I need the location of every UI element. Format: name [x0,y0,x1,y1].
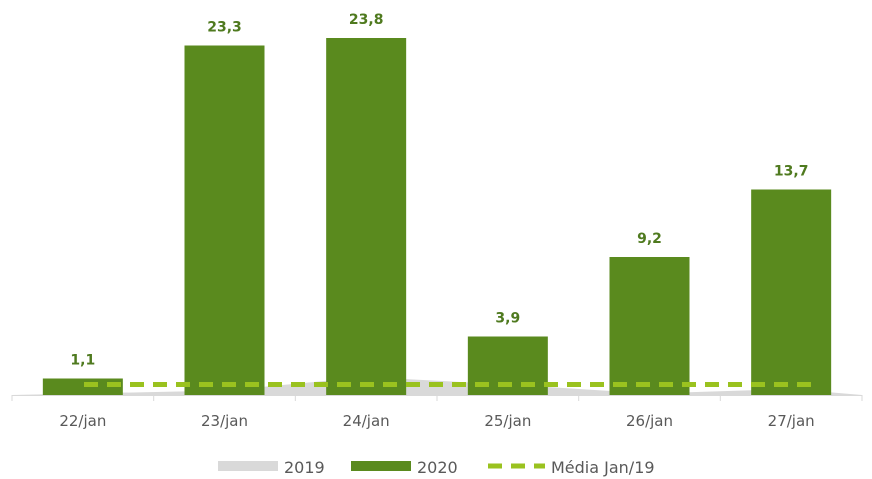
tick-label-26-jan: 26/jan [626,412,673,430]
data-label-22-jan: 1,1 [70,353,95,369]
legend-swatch-2020 [351,461,411,471]
tick-label-24-jan: 24/jan [343,412,390,430]
data-label-26-jan: 9,2 [637,231,662,247]
x-axis-ticks: 22/jan 23/jan 24/jan 25/jan 26/jan 27/jan [11,395,863,430]
legend-label-2020: 2020 [417,458,458,477]
legend-label-2019: 2019 [284,458,325,477]
bar-2020-27-jan [751,189,832,395]
legend-label-media: Média Jan/19 [551,458,655,477]
data-label-24-jan: 23,8 [349,12,384,28]
data-labels: 1,1 23,3 23,8 3,9 9,2 13,7 [70,12,808,369]
legend: 2019 2020 Média Jan/19 [218,458,655,477]
bar-2020-24-jan [326,38,407,395]
bar-2020-22-jan [42,378,123,395]
tick-label-25-jan: 25/jan [484,412,531,430]
data-label-23-jan: 23,3 [207,20,242,36]
data-label-27-jan: 13,7 [774,164,809,180]
bar-2020-26-jan [609,257,690,395]
data-label-25-jan: 3,9 [495,311,520,327]
series-2020-bar-layer [42,38,832,395]
legend-swatch-2019 [218,461,278,471]
tick-label-22-jan: 22/jan [59,412,106,430]
bar-2020-23-jan [184,45,265,395]
tick-label-27-jan: 27/jan [768,412,815,430]
tick-label-23-jan: 23/jan [201,412,248,430]
